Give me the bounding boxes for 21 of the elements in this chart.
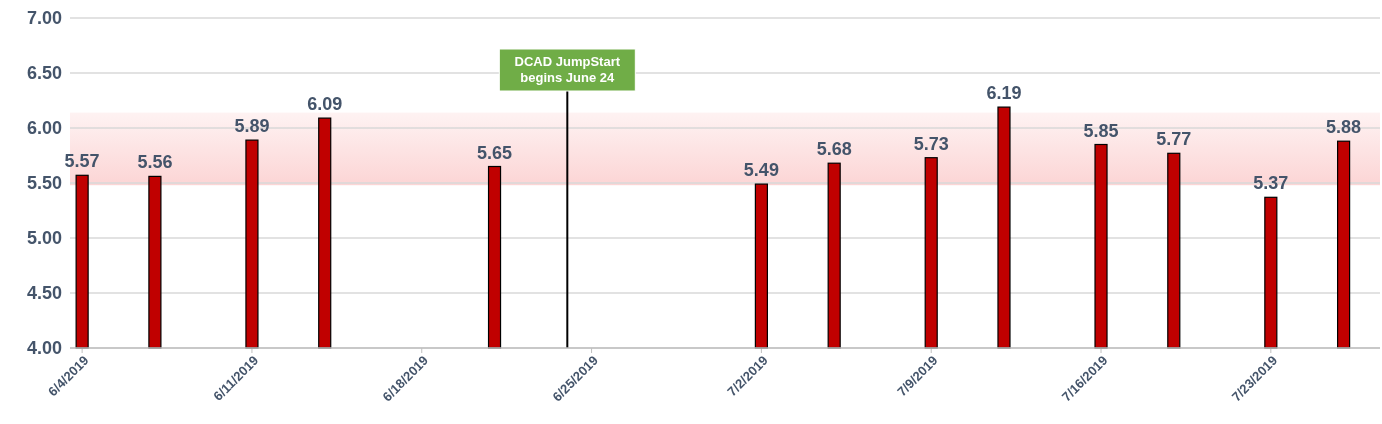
- y-tick-label: 6.00: [26, 118, 62, 139]
- data-label: 5.85: [1083, 120, 1119, 141]
- data-label: 5.49: [743, 160, 779, 181]
- y-tick-label: 5.00: [26, 228, 62, 249]
- data-label: 6.09: [307, 94, 343, 115]
- y-tick-label: 4.50: [26, 283, 62, 304]
- y-tick-label: 7.00: [26, 8, 62, 29]
- data-label: 5.89: [234, 116, 270, 137]
- data-label: 5.88: [1326, 117, 1362, 138]
- data-label: 5.73: [913, 133, 949, 154]
- data-label: 5.68: [816, 139, 852, 160]
- data-label: 5.65: [477, 142, 513, 163]
- ref-line-label: DCAD JumpStart begins June 24: [514, 54, 621, 85]
- data-label: 5.37: [1253, 173, 1289, 194]
- data-label: 5.56: [137, 152, 173, 173]
- data-label: 5.57: [64, 151, 100, 172]
- y-tick-label: 5.50: [26, 173, 62, 194]
- y-tick-label: 6.50: [26, 63, 62, 84]
- data-label: 5.77: [1156, 129, 1192, 150]
- data-label: 6.19: [986, 83, 1022, 104]
- y-tick-label: 4.00: [26, 338, 62, 359]
